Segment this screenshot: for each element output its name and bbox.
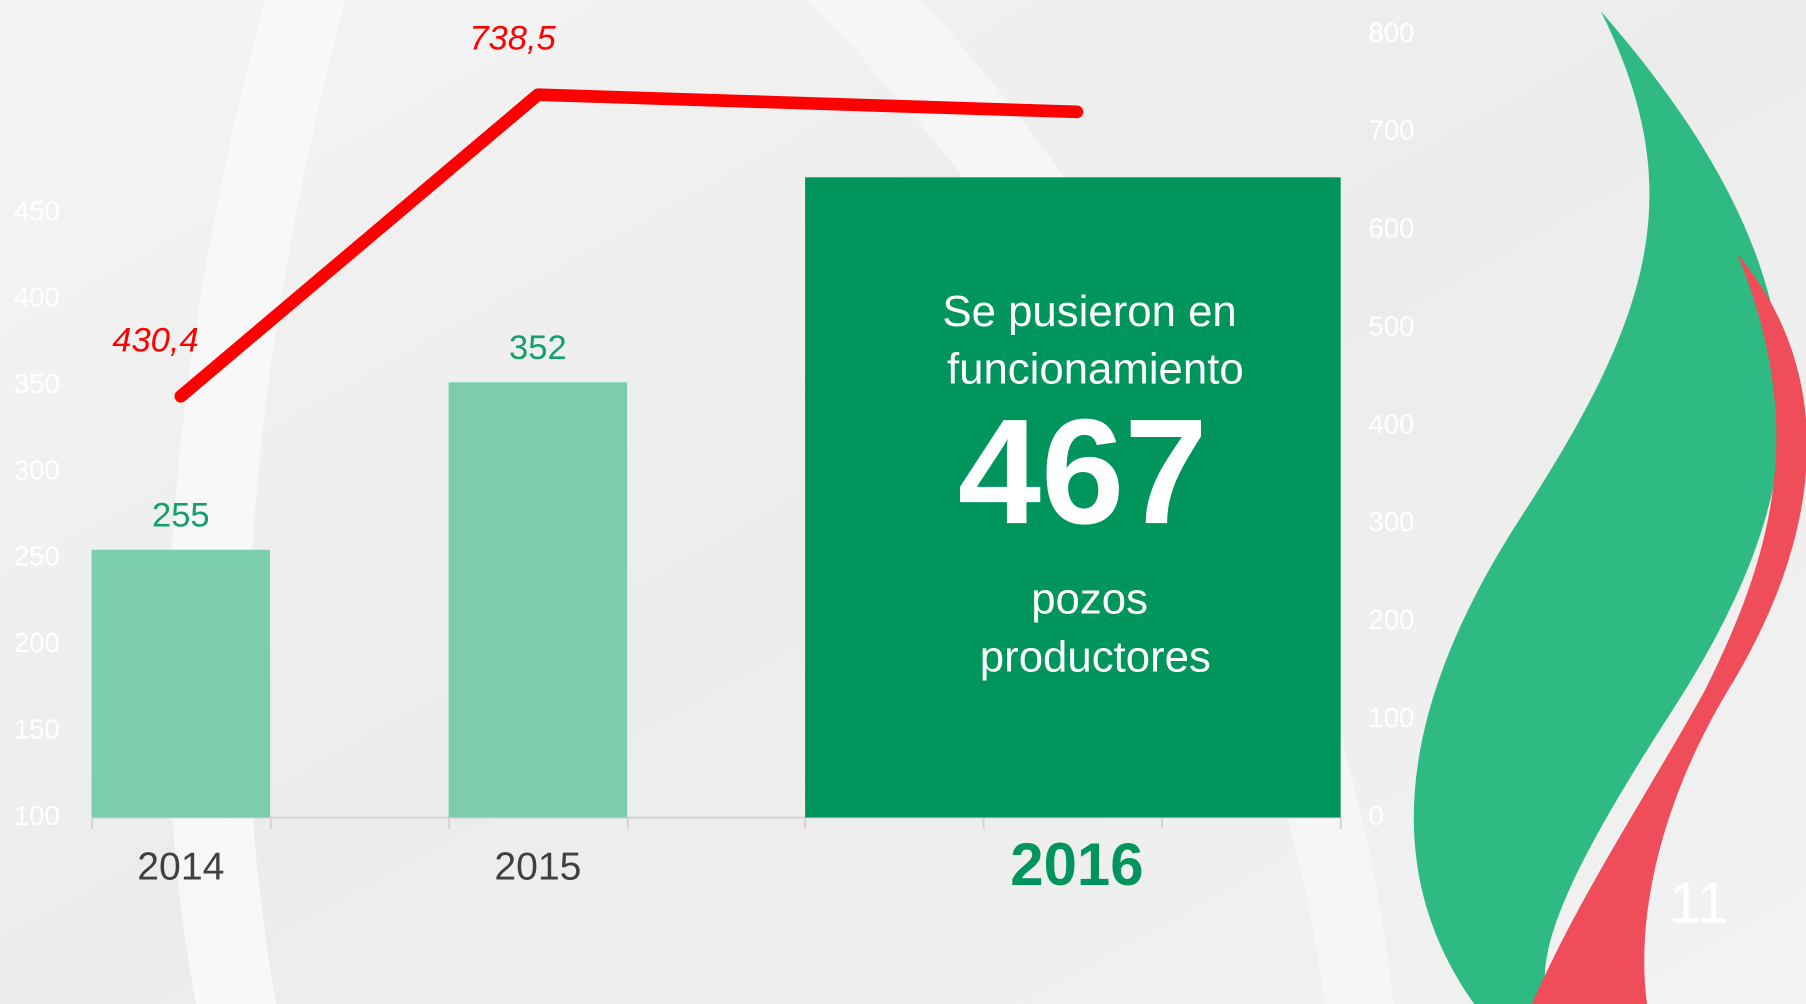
y2-tick-label: 300 — [1368, 506, 1414, 537]
y-tick-label: 100 — [14, 800, 60, 831]
y-tick-label: 400 — [14, 282, 60, 313]
line — [174, 88, 1084, 403]
line-label: 430,4 — [112, 321, 198, 359]
y-tick-label: 250 — [14, 541, 60, 572]
bar — [448, 382, 628, 818]
y2-tick-label: 200 — [1368, 604, 1414, 635]
highlight-box — [805, 177, 1341, 818]
y2-tick-label: 700 — [1368, 115, 1414, 146]
y-tick-label: 450 — [14, 195, 60, 226]
y2-tick-label: 600 — [1368, 213, 1414, 244]
flame-red — [1531, 253, 1806, 1004]
y2-tick-label: 0 — [1368, 800, 1383, 831]
y-tick-label: 300 — [14, 454, 60, 485]
y2-tick-label: 500 — [1368, 310, 1414, 341]
highlight-text: Se pusieron en — [942, 287, 1236, 336]
x-tick-label: 2016 — [1010, 831, 1143, 898]
y-tick-label: 150 — [14, 713, 60, 744]
y-tick-label: 350 — [14, 368, 60, 399]
highlight-text: funcionamiento — [947, 344, 1244, 393]
line-label: 738,5 — [469, 20, 556, 58]
flame-green — [1413, 11, 1783, 1004]
page-number: 11 — [1669, 871, 1729, 935]
highlight-text: pozos — [1031, 575, 1148, 624]
bar-label: 352 — [509, 329, 567, 367]
bar-label: 255 — [152, 497, 210, 535]
y2-tick-label: 400 — [1368, 408, 1414, 439]
bar — [91, 549, 271, 818]
x-tick-label: 2014 — [137, 846, 224, 889]
x-tick-label: 2015 — [494, 846, 581, 889]
highlight-text: productores — [980, 632, 1211, 681]
highlight-number: 467 — [958, 387, 1208, 555]
swoosh — [806, 0, 1394, 1004]
y-tick-label: 200 — [14, 627, 60, 658]
y2-tick-label: 800 — [1368, 17, 1414, 48]
y2-tick-label: 100 — [1368, 702, 1414, 733]
